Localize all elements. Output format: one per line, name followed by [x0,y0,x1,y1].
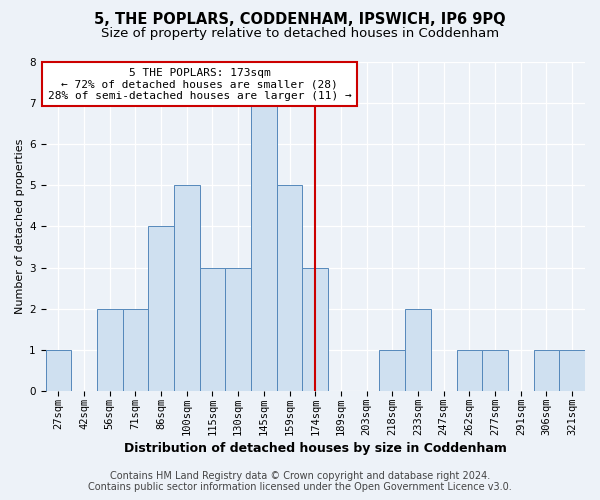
Text: Contains HM Land Registry data © Crown copyright and database right 2024.
Contai: Contains HM Land Registry data © Crown c… [88,471,512,492]
Bar [277,185,302,392]
Bar [405,309,431,392]
Bar [482,350,508,392]
Bar [302,268,328,392]
Text: 5 THE POPLARS: 173sqm
← 72% of detached houses are smaller (28)
28% of semi-deta: 5 THE POPLARS: 173sqm ← 72% of detached … [48,68,352,101]
Text: Size of property relative to detached houses in Coddenham: Size of property relative to detached ho… [101,28,499,40]
Bar [379,350,405,392]
Bar [97,309,122,392]
Bar [533,350,559,392]
Bar [457,350,482,392]
Bar [122,309,148,392]
Bar [46,350,71,392]
Bar [148,226,174,392]
Y-axis label: Number of detached properties: Number of detached properties [15,138,25,314]
Bar [251,102,277,392]
Text: 5, THE POPLARS, CODDENHAM, IPSWICH, IP6 9PQ: 5, THE POPLARS, CODDENHAM, IPSWICH, IP6 … [94,12,506,28]
Bar [174,185,200,392]
Bar [559,350,585,392]
X-axis label: Distribution of detached houses by size in Coddenham: Distribution of detached houses by size … [124,442,506,455]
Bar [226,268,251,392]
Bar [200,268,226,392]
